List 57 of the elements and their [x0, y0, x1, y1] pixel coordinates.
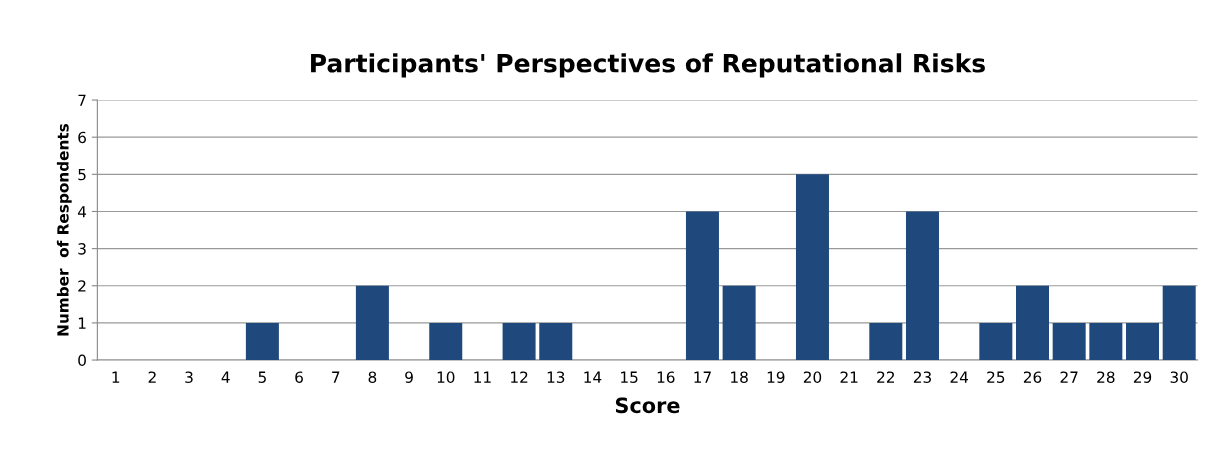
x-tick-label: 8	[368, 371, 377, 383]
bar	[429, 322, 463, 361]
bar	[355, 285, 389, 361]
bar	[1052, 322, 1086, 361]
y-tick-label: 2	[78, 280, 86, 292]
y-axis-title: Number of Respondents	[56, 123, 72, 336]
x-tick-label: 26	[1023, 371, 1042, 383]
x-tick-label: 1	[112, 371, 120, 383]
bar	[1089, 322, 1123, 361]
x-tick-label: 28	[1097, 371, 1115, 383]
x-tick-label: 3	[185, 371, 193, 383]
x-tick-label: 17	[694, 371, 711, 383]
y-tick-label: 5	[78, 168, 86, 181]
x-tick-label: 4	[221, 371, 230, 383]
x-tick-label: 16	[657, 371, 675, 383]
bar	[1162, 285, 1196, 361]
x-tick-label: 25	[987, 371, 1005, 383]
chart-title: Participants' Perspectives of Reputational Risks	[311, 53, 985, 78]
bar	[502, 322, 536, 361]
x-axis-title: Score	[615, 397, 680, 414]
bar	[1126, 322, 1160, 361]
bar	[685, 211, 719, 361]
x-tick-label: 23	[913, 371, 931, 383]
y-tick-label: 4	[77, 206, 87, 218]
x-tick-label: 13	[547, 371, 565, 383]
bar	[1016, 285, 1050, 361]
x-tick-label: 19	[767, 371, 785, 383]
x-tick-label: 12	[511, 371, 528, 383]
bar	[905, 211, 939, 361]
x-tick-label: 18	[731, 371, 748, 383]
x-tick-label: 10	[437, 371, 455, 383]
x-tick-label: 7	[332, 371, 340, 383]
bar	[245, 322, 279, 361]
bar	[869, 322, 903, 361]
bar	[979, 322, 1013, 361]
y-tick-label: 0	[78, 354, 86, 367]
y-tick-label: 6	[78, 131, 86, 144]
x-tick-label: 30	[1170, 371, 1188, 383]
x-tick-label: 6	[295, 371, 303, 383]
bar	[722, 285, 756, 361]
x-tick-label: 15	[621, 371, 638, 383]
x-tick-label: 9	[405, 371, 413, 383]
x-tick-label: 24	[950, 371, 969, 383]
x-tick-label: 14	[584, 371, 602, 383]
y-tick-label: 1	[78, 317, 86, 329]
x-tick-label: 21	[840, 371, 858, 383]
x-tick-label: 5	[258, 371, 266, 383]
bar	[795, 174, 829, 361]
x-tick-label: 22	[877, 371, 894, 383]
x-tick-label: 2	[148, 371, 156, 383]
x-tick-label: 29	[1133, 371, 1152, 383]
x-tick-label: 27	[1060, 371, 1078, 383]
x-tick-label: 11	[474, 371, 491, 383]
y-tick-label: 3	[78, 243, 86, 255]
bar	[539, 322, 573, 361]
y-tick-label: 7	[78, 94, 86, 106]
x-tick-label: 20	[803, 371, 822, 383]
